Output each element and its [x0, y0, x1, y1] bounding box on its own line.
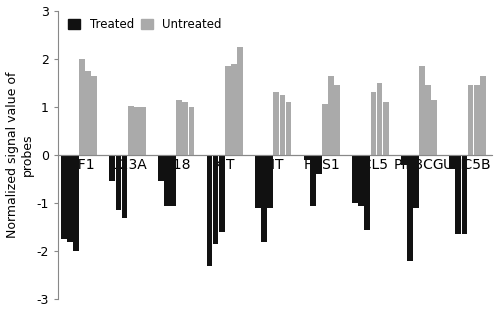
Bar	[182, 102, 188, 155]
Bar	[158, 155, 164, 182]
Bar	[370, 92, 376, 155]
Bar	[352, 155, 358, 203]
Bar	[425, 85, 431, 155]
Bar	[79, 59, 85, 155]
Legend: Treated, Untreated: Treated, Untreated	[64, 13, 226, 36]
Bar	[316, 155, 322, 174]
Bar	[401, 155, 406, 165]
Bar	[176, 100, 182, 155]
Bar	[86, 71, 91, 155]
Y-axis label: Normalized signal value of
probes: Normalized signal value of probes	[6, 72, 34, 238]
Bar	[67, 155, 73, 242]
Bar	[231, 64, 237, 155]
Bar	[358, 155, 364, 206]
Bar	[382, 102, 388, 155]
Bar	[274, 92, 279, 155]
Bar	[225, 66, 230, 155]
Bar	[170, 155, 176, 206]
Bar	[456, 155, 462, 234]
Bar	[134, 107, 140, 155]
Bar	[110, 155, 116, 182]
Bar	[73, 155, 79, 251]
Bar	[140, 107, 146, 155]
Bar	[450, 155, 455, 169]
Bar	[480, 75, 486, 155]
Bar	[122, 155, 128, 218]
Bar	[310, 155, 316, 206]
Bar	[364, 155, 370, 230]
Bar	[376, 83, 382, 155]
Bar	[255, 155, 261, 208]
Bar	[474, 85, 480, 155]
Bar	[268, 155, 273, 208]
Bar	[92, 75, 97, 155]
Bar	[61, 155, 66, 239]
Bar	[286, 102, 292, 155]
Bar	[164, 155, 170, 206]
Bar	[407, 155, 412, 261]
Bar	[128, 106, 134, 155]
Bar	[262, 155, 267, 242]
Bar	[322, 105, 328, 155]
Bar	[304, 155, 310, 160]
Bar	[432, 100, 437, 155]
Bar	[413, 155, 419, 208]
Bar	[328, 75, 334, 155]
Bar	[419, 66, 425, 155]
Bar	[237, 47, 243, 155]
Bar	[219, 155, 224, 232]
Bar	[468, 85, 473, 155]
Bar	[212, 155, 218, 244]
Bar	[206, 155, 212, 266]
Bar	[188, 107, 194, 155]
Bar	[334, 85, 340, 155]
Bar	[280, 95, 285, 155]
Bar	[462, 155, 468, 234]
Bar	[116, 155, 121, 210]
